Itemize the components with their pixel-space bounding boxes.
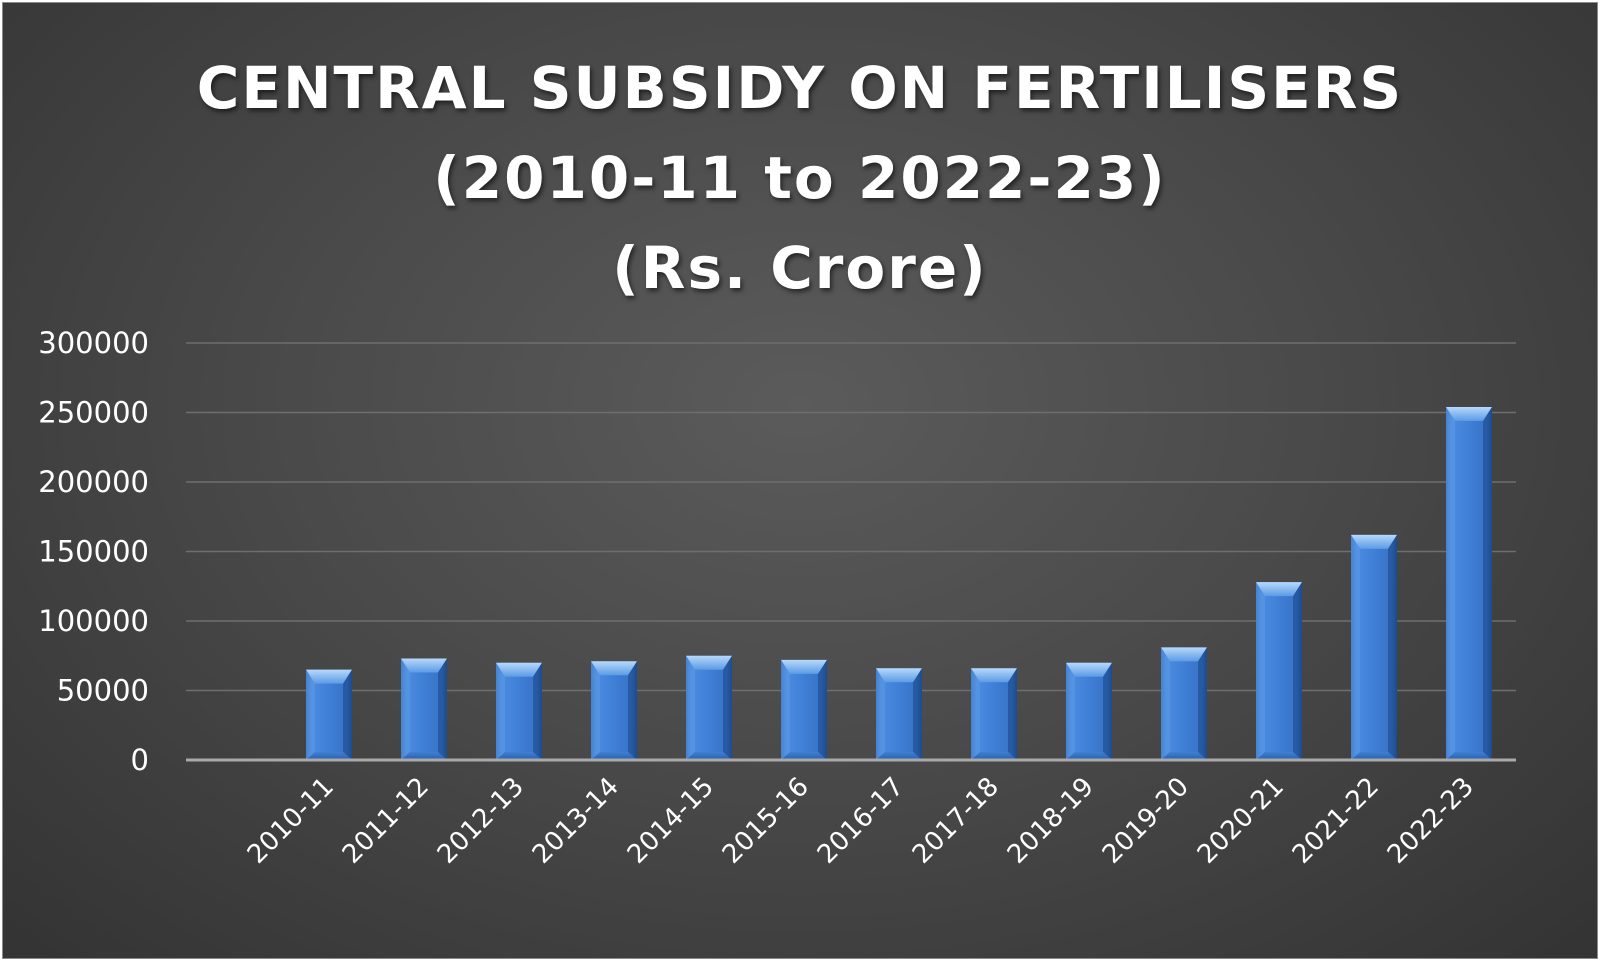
- bar: [1066, 662, 1112, 760]
- bar-bevel-left: [1351, 534, 1360, 760]
- bar: [306, 669, 352, 760]
- x-tick-label: 2014-15: [622, 772, 720, 870]
- bar: [781, 659, 827, 760]
- bar-bevel-top: [1351, 534, 1397, 549]
- bar-bevel-top: [1256, 582, 1302, 597]
- bar-bevel-bottom: [876, 752, 922, 760]
- x-tick-label: 2019-20: [1097, 772, 1195, 870]
- y-tick-label: 100000: [38, 604, 149, 638]
- bar-bevel-right: [1008, 668, 1017, 760]
- bar-bevel-left: [591, 661, 600, 760]
- x-axis-ticks: 2010-112011-122012-132013-142014-152015-…: [242, 772, 1480, 870]
- bar-bevel-left: [496, 662, 505, 760]
- bar-chart-plot: 0 50000 100000 150000 200000 250000 300000 201…: [38, 326, 1516, 870]
- x-tick-label: 2021-22: [1287, 772, 1385, 870]
- bar-bevel-top: [1161, 647, 1207, 662]
- chart-subtitle-period: (2010-11 to 2022-23): [433, 144, 1167, 212]
- bar-bevel-top: [876, 668, 922, 683]
- bar-bevel-bottom: [306, 752, 352, 760]
- bar: [1446, 406, 1492, 760]
- bar-bevel-left: [686, 655, 695, 760]
- x-tick-label: 2016-17: [812, 772, 910, 870]
- bar-bevel-left: [971, 668, 980, 760]
- bar-bevel-left: [1161, 647, 1170, 760]
- bar-bevel-right: [533, 662, 542, 760]
- bar: [876, 668, 922, 760]
- bar: [1351, 534, 1397, 760]
- y-tick-label: 150000: [38, 535, 149, 569]
- y-tick-label: 50000: [57, 674, 149, 708]
- bar-bevel-top: [781, 659, 827, 674]
- bar-bevel-right: [343, 669, 352, 760]
- bar-bevel-bottom: [686, 752, 732, 760]
- bar-bevel-bottom: [401, 752, 447, 760]
- x-tick-label: 2010-11: [242, 772, 340, 870]
- bar: [1256, 582, 1302, 760]
- x-tick-label: 2020-21: [1192, 772, 1290, 870]
- gridlines: [186, 342, 1516, 692]
- bar-bevel-right: [1103, 662, 1112, 760]
- bar-bevel-bottom: [1256, 752, 1302, 760]
- x-tick-label: 2013-14: [527, 772, 625, 870]
- bar-bevel-bottom: [781, 752, 827, 760]
- bar-bevel-left: [306, 669, 315, 760]
- bar-bevel-left: [401, 658, 410, 760]
- bar-bevel-bottom: [1351, 752, 1397, 760]
- x-tick-label: 2012-13: [432, 772, 530, 870]
- bar-bevel-right: [913, 668, 922, 760]
- bar-bevel-left: [1066, 662, 1075, 760]
- bar-bevel-top: [1066, 662, 1112, 677]
- bar: [686, 655, 732, 760]
- x-tick-label: 2015-16: [717, 772, 815, 870]
- bar: [401, 658, 447, 760]
- bar-bevel-right: [723, 655, 732, 760]
- bars: [306, 406, 1492, 760]
- bar: [1161, 647, 1207, 760]
- x-tick-label: 2022-23: [1382, 772, 1480, 870]
- bar-bevel-bottom: [971, 752, 1017, 760]
- bar-bevel-right: [1198, 647, 1207, 760]
- bar: [591, 661, 637, 760]
- bar-bevel-right: [438, 658, 447, 760]
- bar-bevel-top: [971, 668, 1017, 683]
- bar-bevel-bottom: [496, 752, 542, 760]
- y-tick-label: 300000: [38, 326, 149, 360]
- bar-bevel-bottom: [1161, 752, 1207, 760]
- bar-bevel-right: [1483, 406, 1492, 760]
- bar-bevel-bottom: [1446, 752, 1492, 760]
- x-tick-label: 2011-12: [337, 772, 435, 870]
- chart-subtitle-unit: (Rs. Crore): [612, 234, 988, 302]
- bar-bevel-top: [401, 658, 447, 673]
- y-axis-ticks: 0 50000 100000 150000 200000 250000 300000: [38, 326, 149, 777]
- bar: [971, 668, 1017, 760]
- bar-bevel-top: [306, 669, 352, 684]
- bar-bevel-top: [591, 661, 637, 676]
- bar-bevel-left: [1446, 406, 1455, 760]
- bar-bevel-top: [496, 662, 542, 677]
- bar-bevel-top: [1446, 406, 1492, 421]
- chart-title: CENTRAL SUBSIDY ON FERTILISERS: [196, 54, 1404, 122]
- y-tick-label: 250000: [38, 396, 149, 430]
- bar-bevel-left: [1256, 582, 1265, 760]
- bar-bevel-right: [628, 661, 637, 760]
- bar: [496, 662, 542, 760]
- bar-bevel-left: [781, 659, 790, 760]
- bar-bevel-bottom: [591, 752, 637, 760]
- x-tick-label: 2017-18: [907, 772, 1005, 870]
- y-tick-label: 200000: [38, 465, 149, 499]
- bar-bevel-right: [1293, 582, 1302, 760]
- x-tick-label: 2018-19: [1002, 772, 1100, 870]
- bar-bevel-right: [818, 659, 827, 760]
- chart-title-block: CENTRAL SUBSIDY ON FERTILISERS (2010-11 …: [3, 43, 1597, 313]
- bar-bevel-left: [876, 668, 885, 760]
- bar-bevel-top: [686, 655, 732, 670]
- y-tick-label: 0: [131, 743, 149, 777]
- bar-bevel-bottom: [1066, 752, 1112, 760]
- bar-bevel-right: [1388, 534, 1397, 760]
